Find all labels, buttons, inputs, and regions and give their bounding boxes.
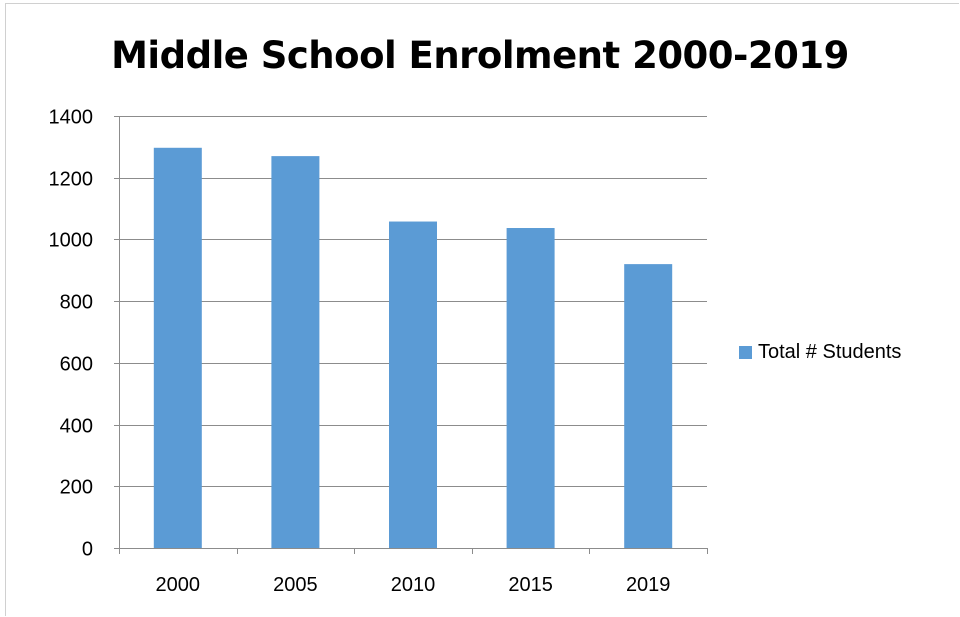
y-tick-label: 800 <box>60 292 93 314</box>
y-tick-label: 200 <box>60 477 93 499</box>
chart-title: Middle School Enrolment 2000-2019 <box>111 34 849 77</box>
legend-label: Total # Students <box>758 341 902 363</box>
legend-swatch <box>739 346 752 359</box>
y-tick-label: 600 <box>60 354 93 376</box>
bar-2019 <box>624 264 673 548</box>
y-tick-label: 0 <box>82 539 93 561</box>
y-tick-label: 1000 <box>49 230 94 252</box>
x-tick-label: 2015 <box>508 574 553 596</box>
bar-2000 <box>153 147 202 549</box>
x-tick-label: 2010 <box>391 574 436 596</box>
chart-frame <box>5 3 959 616</box>
y-tick-label: 400 <box>60 416 93 438</box>
bars <box>153 147 673 549</box>
x-tick-label: 2005 <box>273 574 318 596</box>
bar-2005 <box>271 156 320 548</box>
bar-2010 <box>389 221 437 548</box>
x-tick-labels: 2000 2005 2010 2015 2019 <box>156 574 671 596</box>
x-tick-label: 2019 <box>626 574 671 596</box>
bar-2015 <box>506 228 555 549</box>
legend: Total # Students <box>739 341 901 364</box>
axes <box>114 116 708 554</box>
y-tick-labels: 0 200 400 600 800 1000 1200 1400 <box>49 107 94 561</box>
y-tick-label: 1200 <box>49 169 94 191</box>
y-tick-label: 1400 <box>49 107 94 129</box>
x-tick-label: 2000 <box>156 574 201 596</box>
